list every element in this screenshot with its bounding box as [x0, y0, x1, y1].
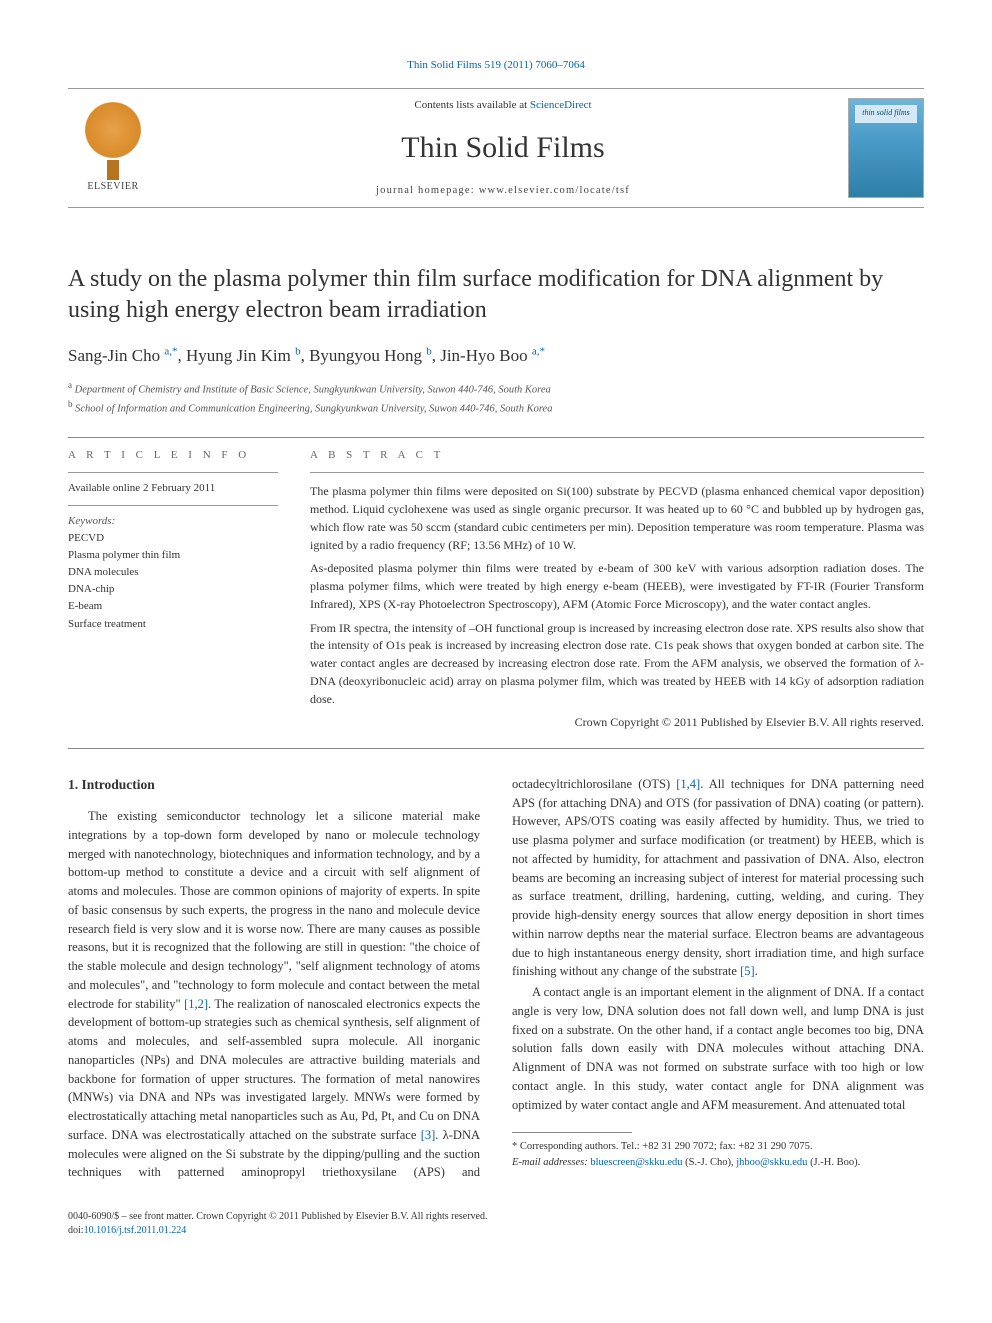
article-body: 1. Introduction The existing semiconduct… — [68, 775, 924, 1182]
abstract-label: A B S T R A C T — [310, 438, 924, 473]
journal-title: Thin Solid Films — [178, 126, 828, 170]
journal-reference-link[interactable]: Thin Solid Films 519 (2011) 7060–7064 — [68, 58, 924, 74]
citation-link[interactable]: [5] — [740, 964, 755, 978]
abstract-paragraph: From IR spectra, the intensity of –OH fu… — [310, 620, 924, 709]
article-info-label: A R T I C L E I N F O — [68, 438, 278, 473]
citation-link[interactable]: [3] — [421, 1128, 436, 1142]
affiliations: a Department of Chemistry and Institute … — [68, 379, 924, 418]
publisher-name: ELSEVIER — [87, 180, 138, 195]
author-mark-link[interactable]: a,* — [164, 346, 177, 358]
journal-header: ELSEVIER Contents lists available at Sci… — [68, 88, 924, 208]
doi-link[interactable]: 10.1016/j.tsf.2011.01.224 — [84, 1225, 187, 1236]
email-addresses-line: E-mail addresses: bluescreen@skku.edu (S… — [512, 1155, 924, 1170]
author-mark-link[interactable]: a,* — [532, 346, 545, 358]
info-abstract-row: A R T I C L E I N F O Available online 2… — [68, 438, 924, 731]
sciencedirect-link[interactable]: ScienceDirect — [530, 99, 592, 111]
body-paragraph: A contact angle is an important element … — [512, 983, 924, 1114]
abstract-text: The plasma polymer thin films were depos… — [310, 473, 924, 708]
divider — [68, 748, 924, 749]
page-footer: 0040-6090/$ – see front matter. Crown Co… — [68, 1210, 924, 1238]
abstract-column: A B S T R A C T The plasma polymer thin … — [310, 438, 924, 731]
page-container: Thin Solid Films 519 (2011) 7060–7064 EL… — [0, 0, 992, 1278]
email-link[interactable]: bluescreen@skku.edu — [590, 1157, 682, 1168]
contents-prefix: Contents lists available at — [414, 99, 529, 111]
journal-ref-text[interactable]: Thin Solid Films 519 (2011) 7060–7064 — [407, 59, 585, 71]
footer-doi: doi:10.1016/j.tsf.2011.01.224 — [68, 1224, 924, 1238]
citation-link[interactable]: [1,2] — [184, 997, 208, 1011]
abstract-copyright: Crown Copyright © 2011 Published by Else… — [310, 714, 924, 731]
author: Sang-Jin Cho a,* — [68, 346, 177, 365]
elsevier-tree-icon — [78, 102, 148, 172]
header-center: Contents lists available at ScienceDirec… — [178, 98, 828, 199]
journal-homepage: journal homepage: www.elsevier.com/locat… — [178, 183, 828, 198]
footnotes: * Corresponding authors. Tel.: +82 31 29… — [512, 1139, 924, 1169]
keyword: Plasma polymer thin film — [68, 547, 278, 564]
affiliation: a Department of Chemistry and Institute … — [68, 379, 924, 398]
keyword: DNA-chip — [68, 581, 278, 598]
affiliation: b School of Information and Communicatio… — [68, 398, 924, 417]
author-mark-link[interactable]: b — [426, 346, 432, 358]
email-link[interactable]: jhboo@skku.edu — [736, 1157, 807, 1168]
citation-link[interactable]: [1,4] — [676, 777, 700, 791]
author: Hyung Jin Kim b — [186, 346, 301, 365]
article-info-column: A R T I C L E I N F O Available online 2… — [68, 438, 278, 731]
journal-cover-thumbnail: thin solid films — [848, 98, 924, 198]
keywords-list: PECVD Plasma polymer thin film DNA molec… — [68, 530, 278, 632]
keyword: DNA molecules — [68, 564, 278, 581]
authors-line: Sang-Jin Cho a,*, Hyung Jin Kim b, Byung… — [68, 344, 924, 369]
contents-available-line: Contents lists available at ScienceDirec… — [178, 98, 828, 114]
article-title: A study on the plasma polymer thin film … — [68, 264, 924, 326]
abstract-paragraph: As-deposited plasma polymer thin films w… — [310, 560, 924, 613]
author: Byungyou Hong b — [309, 346, 432, 365]
keyword: Surface treatment — [68, 616, 278, 633]
keywords-label: Keywords: — [68, 514, 278, 530]
available-online: Available online 2 February 2011 — [68, 473, 278, 506]
keyword: E-beam — [68, 598, 278, 615]
author: Jin-Hyo Boo a,* — [440, 346, 545, 365]
section-heading: 1. Introduction — [68, 775, 480, 795]
abstract-paragraph: The plasma polymer thin films were depos… — [310, 483, 924, 554]
keyword: PECVD — [68, 530, 278, 547]
footer-copyright: 0040-6090/$ – see front matter. Crown Co… — [68, 1210, 924, 1224]
footnote-divider — [512, 1132, 632, 1133]
cover-title-text: thin solid films — [849, 107, 923, 119]
author-mark-link[interactable]: b — [295, 346, 301, 358]
publisher-logo: ELSEVIER — [68, 98, 158, 198]
body-paragraph: The existing semiconductor technology le… — [68, 775, 924, 1182]
corresponding-author-note: * Corresponding authors. Tel.: +82 31 29… — [512, 1139, 924, 1154]
